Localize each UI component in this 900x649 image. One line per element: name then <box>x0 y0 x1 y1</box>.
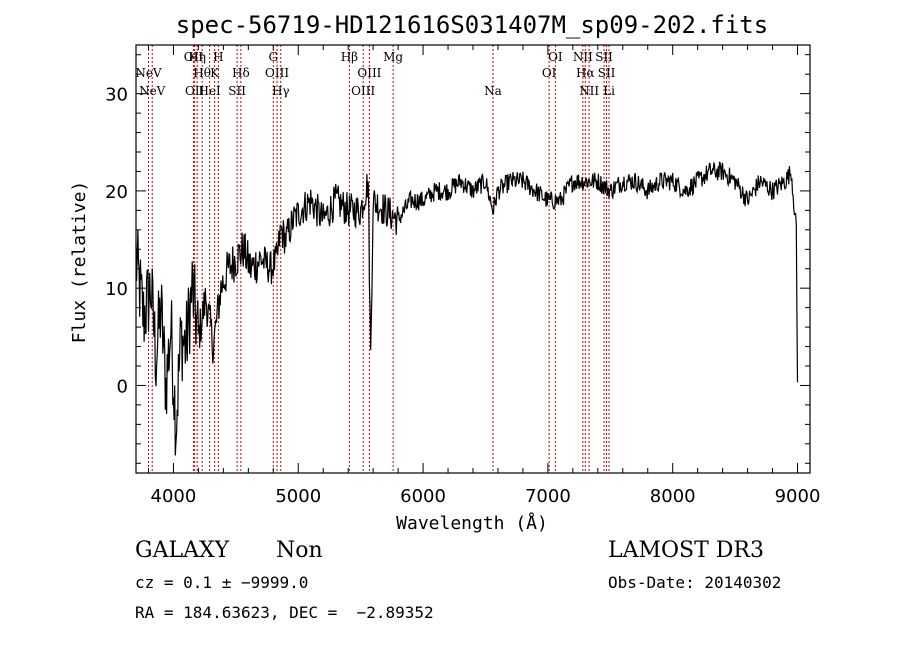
x-axis-ticks: 4000 5000 6000 7000 8000 9000 <box>147 45 821 507</box>
y-axis-label: Flux (relative) <box>69 181 90 344</box>
emission-line-label: HeI <box>198 84 221 98</box>
emission-line-label: OII <box>185 84 205 98</box>
emission-line-label: K <box>210 66 220 80</box>
x-tick-label: 6000 <box>400 486 446 507</box>
emission-line-label: NeV <box>135 66 162 80</box>
redshift-readout: cz = 0.1 ± −9999.0 <box>135 573 309 592</box>
emission-line-label: Hδ <box>232 66 250 80</box>
emission-line-label: Hθ <box>193 66 211 80</box>
emission-line-label: H <box>213 50 223 64</box>
emission-line-label: Hγ <box>272 84 290 98</box>
emission-line-markers <box>147 45 610 473</box>
x-tick-label: 7000 <box>525 486 571 507</box>
survey-name: LAMOST DR3 <box>608 538 764 563</box>
emission-line-label: OI <box>542 66 557 80</box>
coordinates-readout: RA = 184.63623, DEC = −2.89352 <box>135 603 434 622</box>
y-tick-label: 0 <box>117 376 128 397</box>
object-class: GALAXY <box>135 538 230 563</box>
spectrum-chart: spec-56719-HD121616S031407M_sp09-202.fit… <box>69 11 821 534</box>
y-tick-label: 30 <box>105 85 128 106</box>
emission-line-label: OII <box>184 50 204 64</box>
emission-line-label: NII <box>579 84 599 98</box>
emission-line-label: SII <box>595 50 613 64</box>
y-tick-label: 20 <box>105 182 128 203</box>
emission-line-label: G <box>268 50 278 64</box>
spectrum-line <box>135 161 799 456</box>
emission-line-label: OI <box>548 50 563 64</box>
object-subclass: Non <box>276 538 323 563</box>
emission-line-label: Hβ <box>341 50 358 64</box>
emission-line-label: NeV <box>139 84 166 98</box>
emission-line-label: SII <box>228 84 246 98</box>
emission-line-labels: NeVNeVOIIOIIHηHθHeIKHSIIHδGOIIIHγHβOIIIO… <box>135 50 615 98</box>
y-tick-label: 10 <box>105 279 128 300</box>
emission-line-label: NII <box>573 50 593 64</box>
emission-line-label: Mg <box>383 50 403 64</box>
x-axis-label: Wavelength (Å) <box>396 512 548 534</box>
chart-title: spec-56719-HD121616S031407M_sp09-202.fit… <box>176 11 768 39</box>
emission-line-label: Li <box>603 84 615 98</box>
observation-date: Obs-Date: 20140302 <box>608 573 782 592</box>
x-tick-label: 8000 <box>650 486 696 507</box>
emission-line-label: OIII <box>351 84 375 98</box>
emission-line-label: Na <box>484 84 502 98</box>
emission-line-label: OIII <box>265 66 289 80</box>
emission-line-label: OIII <box>357 66 381 80</box>
emission-line-label: Hη <box>188 50 206 64</box>
x-tick-label: 9000 <box>775 486 821 507</box>
emission-line-label: SII <box>598 66 616 80</box>
x-tick-label: 5000 <box>275 486 321 507</box>
y-axis-ticks: 0 10 20 30 <box>105 54 810 464</box>
emission-line-label: Hα <box>576 66 595 80</box>
x-tick-label: 4000 <box>151 486 197 507</box>
